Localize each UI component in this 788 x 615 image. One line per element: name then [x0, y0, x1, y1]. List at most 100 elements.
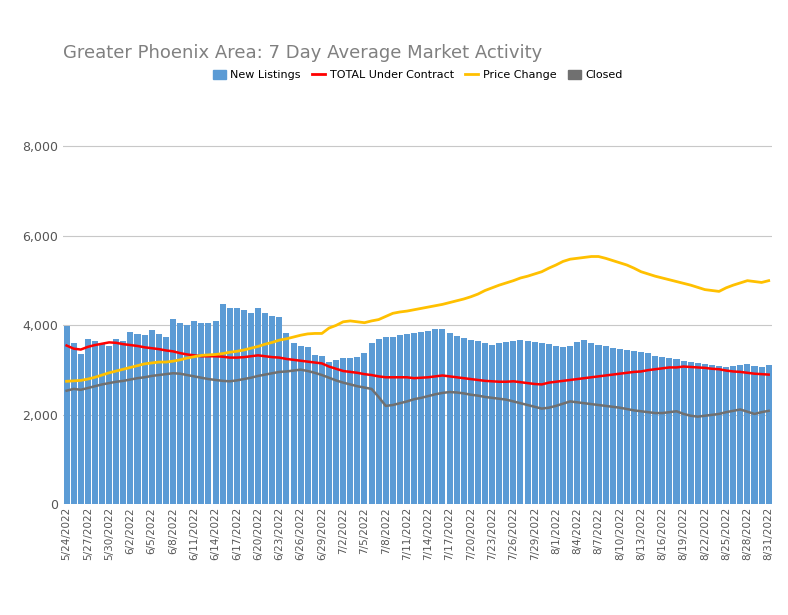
Bar	[511, 341, 516, 504]
Bar	[170, 319, 176, 504]
Bar	[447, 333, 452, 504]
Bar	[496, 343, 502, 504]
Bar	[92, 341, 98, 504]
Bar	[695, 363, 701, 504]
Bar	[759, 367, 764, 504]
Bar	[404, 334, 410, 504]
Bar	[624, 349, 630, 504]
Bar	[241, 310, 247, 504]
Bar	[716, 366, 722, 504]
Bar	[269, 315, 275, 504]
Bar	[603, 346, 608, 504]
Bar	[390, 336, 396, 504]
Bar	[560, 347, 566, 504]
Bar	[730, 366, 736, 504]
Bar	[674, 359, 679, 504]
Bar	[631, 351, 637, 504]
Bar	[738, 365, 743, 504]
Bar	[142, 335, 147, 504]
Bar	[206, 323, 211, 504]
Bar	[440, 329, 445, 504]
Bar	[220, 304, 225, 504]
Bar	[433, 330, 438, 504]
Bar	[454, 336, 459, 504]
Bar	[518, 340, 523, 504]
Bar	[489, 344, 495, 504]
Bar	[149, 330, 154, 504]
Bar	[532, 343, 537, 504]
Bar	[85, 339, 91, 504]
Bar	[106, 346, 112, 504]
Bar	[525, 341, 530, 504]
Bar	[199, 323, 204, 504]
Bar	[582, 339, 587, 504]
Bar	[681, 361, 686, 504]
Bar	[411, 333, 417, 504]
Bar	[213, 321, 218, 504]
Bar	[348, 359, 353, 504]
Bar	[617, 349, 623, 504]
Bar	[369, 343, 374, 504]
Bar	[99, 343, 105, 504]
Bar	[376, 339, 381, 504]
Bar	[667, 359, 672, 504]
Bar	[397, 335, 403, 504]
Bar	[418, 332, 424, 504]
Bar	[248, 313, 254, 504]
Bar	[596, 345, 601, 504]
Bar	[426, 331, 431, 504]
Bar	[326, 362, 332, 504]
Bar	[333, 360, 339, 504]
Bar	[128, 332, 133, 504]
Bar	[319, 356, 325, 504]
Bar	[702, 364, 708, 504]
Bar	[184, 325, 190, 504]
Bar	[312, 355, 318, 504]
Bar	[574, 342, 580, 504]
Bar	[156, 335, 162, 504]
Bar	[645, 353, 651, 504]
Bar	[234, 308, 240, 504]
Legend: New Listings, TOTAL Under Contract, Price Change, Closed: New Listings, TOTAL Under Contract, Pric…	[208, 65, 627, 84]
Bar	[121, 341, 126, 504]
Text: Greater Phoenix Area: 7 Day Average Market Activity: Greater Phoenix Area: 7 Day Average Mark…	[63, 44, 542, 62]
Bar	[298, 346, 303, 504]
Bar	[135, 335, 140, 504]
Bar	[660, 357, 665, 504]
Bar	[305, 347, 310, 504]
Bar	[191, 321, 197, 504]
Bar	[255, 308, 261, 504]
Bar	[113, 339, 119, 504]
Bar	[752, 366, 757, 504]
Bar	[340, 358, 346, 504]
Bar	[177, 323, 183, 504]
Bar	[589, 343, 594, 504]
Bar	[482, 343, 488, 504]
Bar	[277, 317, 282, 504]
Bar	[553, 346, 559, 504]
Bar	[504, 343, 509, 504]
Bar	[546, 344, 552, 504]
Bar	[638, 352, 644, 504]
Bar	[163, 336, 169, 504]
Bar	[567, 346, 573, 504]
Bar	[362, 352, 367, 504]
Bar	[78, 354, 84, 504]
Bar	[723, 367, 729, 504]
Bar	[688, 362, 693, 504]
Bar	[475, 341, 481, 504]
Bar	[539, 343, 545, 504]
Bar	[709, 365, 715, 504]
Bar	[461, 338, 466, 504]
Bar	[355, 357, 360, 504]
Bar	[383, 338, 388, 504]
Bar	[291, 343, 296, 504]
Bar	[652, 356, 658, 504]
Bar	[766, 365, 771, 504]
Bar	[227, 308, 232, 504]
Bar	[64, 327, 69, 504]
Bar	[284, 333, 289, 504]
Bar	[71, 343, 76, 504]
Bar	[610, 347, 615, 504]
Bar	[745, 364, 750, 504]
